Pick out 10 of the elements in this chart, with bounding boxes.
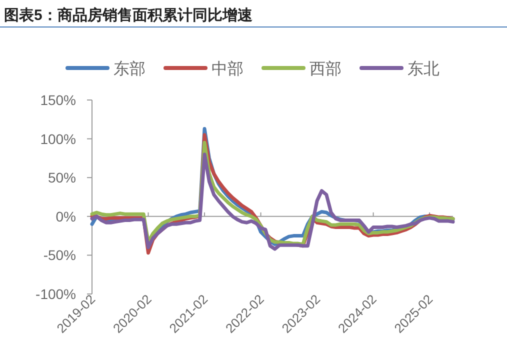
chart-title: 图表5：商品房销售面积累计同比增速 xyxy=(4,6,254,24)
legend-label: 中部 xyxy=(212,60,244,78)
y-tick-label: 150% xyxy=(40,92,76,108)
y-tick-label: 50% xyxy=(48,170,76,186)
y-tick-label: 100% xyxy=(40,130,76,147)
legend-label: 东北 xyxy=(408,60,440,78)
y-tick-label: -50% xyxy=(43,247,76,264)
legend-label: 东部 xyxy=(114,60,146,78)
legend-label: 西部 xyxy=(310,60,342,78)
y-tick-label: 0% xyxy=(56,208,76,224)
